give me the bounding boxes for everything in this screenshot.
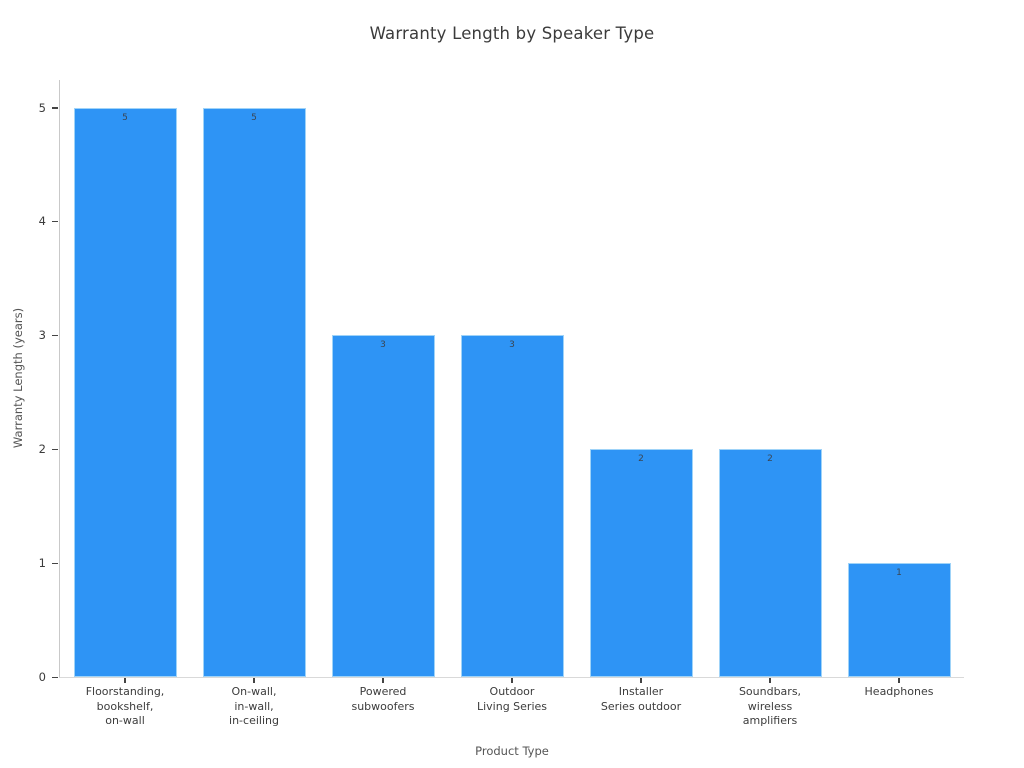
y-tick-label: 0	[38, 670, 46, 684]
bar-value-label: 2	[638, 454, 644, 465]
x-tick-label: Soundbars, wireless amplifiers	[738, 685, 802, 727]
y-tick-mark	[52, 334, 58, 337]
x-tick-mark	[640, 678, 642, 683]
bar-value-label: 3	[509, 340, 515, 351]
y-tick-label: 5	[38, 100, 46, 115]
x-tick-label: Outdoor Living Series	[476, 685, 548, 713]
bar	[460, 335, 564, 677]
bar-value-label: 3	[380, 340, 386, 351]
x-axis-title: Product Type	[475, 744, 549, 758]
chart-title: Warranty Length by Speaker Type	[369, 24, 655, 43]
bar-value-label: 2	[767, 454, 773, 465]
x-tick-mark	[511, 678, 513, 683]
y-tick-label: 3	[38, 328, 46, 343]
bar	[73, 107, 177, 677]
bar	[718, 449, 822, 677]
x-tick-label: On-wall, in-wall, in-ceiling	[229, 685, 279, 727]
x-tick-mark	[253, 678, 255, 683]
x-tick-mark	[382, 678, 384, 683]
y-tick-label: 4	[38, 214, 46, 229]
x-tick-label: Headphones	[864, 685, 934, 698]
x-tick-label: Installer Series outdoor	[600, 685, 682, 713]
y-tick-mark	[52, 676, 58, 678]
bar-value-label: 5	[251, 112, 257, 123]
x-tick-mark	[769, 678, 771, 683]
bar-value-label: 5	[122, 112, 128, 123]
bar	[847, 563, 951, 677]
x-axis-line	[59, 677, 964, 678]
y-tick-mark	[52, 220, 58, 223]
y-axis-line	[59, 80, 60, 677]
x-tick-label: Powered subwoofers	[351, 685, 415, 713]
y-tick-label: 2	[38, 442, 46, 457]
y-axis-title: Warranty Length (years)	[11, 307, 25, 449]
y-tick-mark	[52, 562, 58, 565]
bar-value-label: 1	[896, 568, 902, 579]
bar	[589, 449, 693, 677]
x-tick-mark	[898, 678, 900, 683]
y-tick-mark	[52, 448, 58, 451]
bar	[202, 107, 306, 677]
x-tick-label: Floorstanding, bookshelf, on-wall	[85, 685, 165, 727]
y-tick-mark	[52, 107, 58, 109]
bar	[331, 335, 435, 677]
y-tick-label: 1	[38, 556, 46, 571]
x-tick-mark	[124, 678, 126, 683]
